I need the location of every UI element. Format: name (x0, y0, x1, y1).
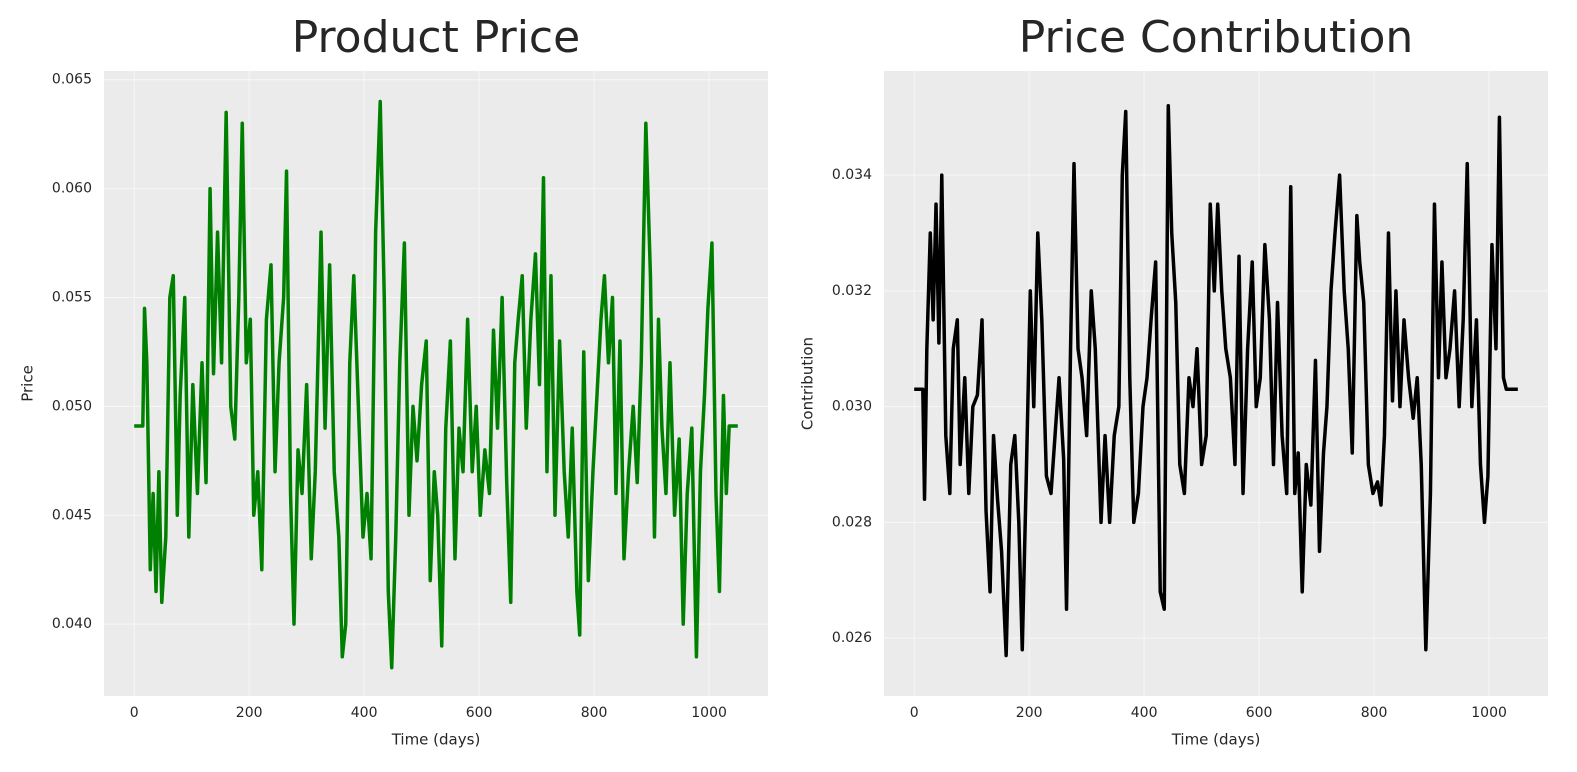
chart-title: Product Price (292, 12, 580, 63)
x-tick-label: 0 (910, 705, 919, 721)
chart-title: Price Contribution (1019, 12, 1414, 63)
x-tick-label: 600 (1246, 705, 1273, 721)
x-tick-label: 200 (1016, 705, 1043, 721)
y-axis-label: Price (19, 365, 37, 402)
x-tick-label: 0 (130, 705, 139, 721)
y-tick-label: 0.045 (52, 507, 92, 523)
x-tick-label: 400 (351, 705, 378, 721)
data-line (914, 103, 1518, 658)
y-axis-label: Contribution (799, 337, 817, 430)
y-tick-label: 0.030 (832, 399, 872, 415)
x-tick-label: 200 (236, 705, 263, 721)
y-tick-label: 0.034 (832, 167, 872, 183)
y-tick-label: 0.055 (52, 289, 92, 305)
x-axis-label: Time (days) (391, 731, 481, 749)
y-tick-label: 0.050 (52, 398, 92, 414)
x-tick-label: 1000 (1471, 705, 1507, 721)
x-axis-label: Time (days) (1171, 731, 1261, 749)
y-tick-label: 0.032 (832, 283, 872, 299)
y-tick-label: 0.065 (52, 72, 92, 88)
x-tick-label: 800 (581, 705, 608, 721)
x-tick-label: 800 (1361, 705, 1388, 721)
x-tick-label: 400 (1131, 705, 1158, 721)
y-tick-label: 0.040 (52, 616, 92, 632)
data-line (134, 99, 738, 670)
x-tick-label: 1000 (691, 705, 727, 721)
y-tick-label: 0.060 (52, 181, 92, 197)
y-tick-label: 0.028 (832, 514, 872, 530)
y-tick-label: 0.026 (832, 630, 872, 646)
x-tick-label: 600 (466, 705, 493, 721)
